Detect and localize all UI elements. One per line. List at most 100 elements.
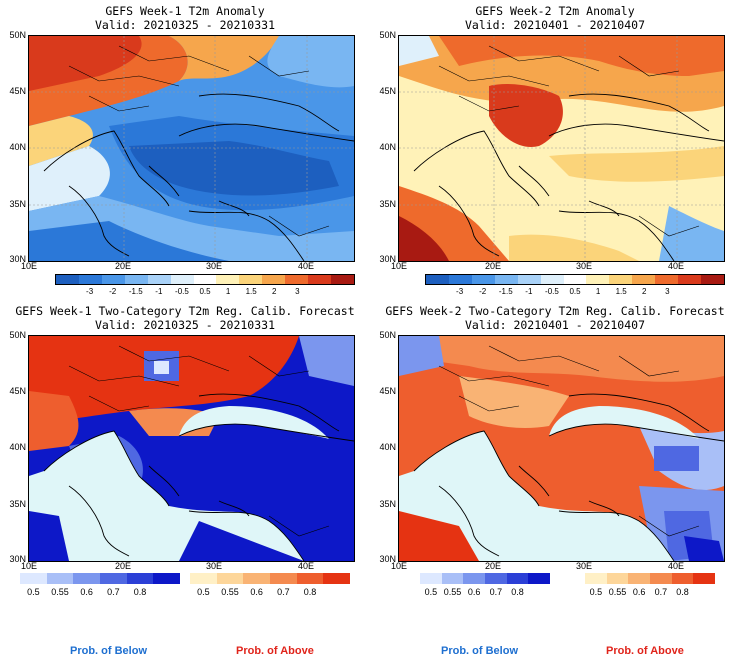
colorbar-swatch: [78, 275, 102, 284]
lat-label: 35N: [9, 499, 26, 509]
colorbar-swatch: [296, 573, 324, 584]
colorbar-label: 2: [641, 287, 647, 296]
map-week1-anomaly[interactable]: [28, 35, 355, 262]
lon-label: 30E: [575, 261, 592, 271]
colorbar-label: 0.7: [277, 587, 290, 597]
colorbar-swatch: [650, 573, 672, 584]
anomaly-field: [29, 36, 354, 261]
probability-field: [399, 336, 724, 561]
colorbar-swatch: [463, 573, 486, 584]
lon-label: 20E: [484, 261, 501, 271]
colorbar-label: -2: [109, 287, 117, 296]
lon-label: 10E: [20, 561, 37, 571]
colorbar-swatch: [506, 573, 529, 584]
colorbar-swatch: [262, 275, 286, 284]
colorbar-label: 1.5: [245, 287, 257, 296]
lat-label: 50N: [379, 330, 396, 340]
colorbar-swatch: [585, 573, 607, 584]
colorbar-swatch: [609, 275, 633, 284]
lon-label: 20E: [114, 261, 131, 271]
lon-label: 40E: [667, 561, 684, 571]
footer-prob-below: Prob. of Below: [441, 645, 518, 657]
colorbar-swatch: [308, 275, 332, 284]
lon-label: 40E: [297, 261, 314, 271]
colorbar-label: -2: [479, 287, 487, 296]
lat-label: 30N: [9, 554, 26, 564]
colorbar-swatch: [655, 275, 679, 284]
colorbar-swatch: [124, 275, 148, 284]
colorbar-label: 0.5: [569, 287, 581, 296]
colorbar-swatch: [170, 275, 194, 284]
colorbar-swatch: [701, 275, 724, 284]
colorbar-label: 3: [295, 287, 300, 296]
colorbar-swatch: [331, 275, 354, 284]
prob-above-colorbar: [585, 573, 716, 584]
lon-label: 20E: [114, 561, 131, 571]
colorbar-swatch: [485, 573, 507, 584]
colorbar-swatch: [586, 275, 610, 284]
colorbar-label: 1.5: [615, 287, 627, 296]
map-week1-probability[interactable]: [28, 335, 355, 562]
colorbar-swatch: [285, 275, 309, 284]
colorbar-label: 2: [271, 287, 277, 296]
lat-label: 35N: [379, 199, 396, 209]
colorbar-label: 0.8: [133, 587, 147, 597]
colorbar-swatch: [101, 275, 125, 284]
panel-week1-probability: GEFS Week-1 Two-Category T2m Reg. Calib.…: [0, 300, 370, 600]
colorbar-label: -0.5: [175, 287, 189, 296]
lat-label: 30N: [9, 254, 26, 264]
colorbar-swatch: [678, 275, 702, 284]
lon-label: 30E: [205, 261, 222, 271]
colorbar-label: 0.7: [107, 587, 120, 597]
colorbar-swatch: [448, 275, 472, 284]
colorbar-swatch: [471, 275, 495, 284]
colorbar-label: 0.6: [250, 587, 263, 597]
lon-label: 10E: [390, 561, 407, 571]
colorbar-swatch: [632, 275, 656, 284]
colorbar-label: 0.6: [80, 587, 93, 597]
colorbar-label: 0.55: [221, 587, 239, 597]
map-week2-anomaly[interactable]: [398, 35, 725, 262]
colorbar-label: 0.6: [467, 587, 481, 597]
panel-week2-probability: GEFS Week-2 Two-Category T2m Reg. Calib.…: [370, 300, 740, 600]
lat-label: 40N: [9, 142, 26, 152]
panel-week2-anomaly: GEFS Week-2 T2m Anomaly Valid: 20210401 …: [370, 0, 740, 300]
lon-label: 10E: [390, 261, 407, 271]
colorbar-label: -1: [155, 287, 163, 296]
colorbar-swatch: [73, 573, 101, 584]
colorbar-swatch: [46, 573, 74, 584]
colorbar-swatch: [153, 573, 181, 584]
colorbar-label: -1: [525, 287, 533, 296]
colorbar-swatch: [606, 573, 629, 584]
lat-label: 40N: [379, 442, 396, 452]
probability-field: [29, 336, 354, 561]
colorbar-label: 0.7: [654, 587, 668, 597]
colorbar-label: -1.5: [498, 287, 513, 296]
colorbar-swatch: [323, 573, 351, 584]
lat-label: 40N: [379, 142, 396, 152]
prob-above-colorbar: [190, 573, 351, 584]
colorbar-label: 0.5: [589, 587, 603, 597]
map-week2-probability[interactable]: [398, 335, 725, 562]
anomaly-colorbar: [55, 274, 355, 285]
colorbar-label: 3: [665, 287, 670, 296]
lat-label: 50N: [379, 30, 396, 40]
anomaly-colorbar: [425, 274, 725, 285]
lat-label: 35N: [379, 499, 396, 509]
colorbar-swatch: [216, 275, 240, 284]
lat-label: 45N: [9, 86, 26, 96]
lat-label: 50N: [9, 330, 26, 340]
colorbar-swatch: [190, 573, 217, 584]
colorbar-label: 1: [595, 287, 601, 296]
colorbar-label: 0.55: [608, 587, 627, 597]
colorbar-label: 0.6: [632, 587, 646, 597]
colorbar-swatch: [517, 275, 541, 284]
anomaly-field: [399, 36, 724, 261]
colorbar-label: 0.7: [489, 587, 503, 597]
colorbar-label: 0.5: [199, 287, 211, 296]
colorbar-swatch: [540, 275, 564, 284]
colorbar-label: 0.5: [197, 587, 210, 597]
lon-label: 10E: [20, 261, 37, 271]
colorbar-label: 1: [225, 287, 231, 296]
panel-week1-anomaly: GEFS Week-1 T2m Anomaly Valid: 20210325 …: [0, 0, 370, 300]
